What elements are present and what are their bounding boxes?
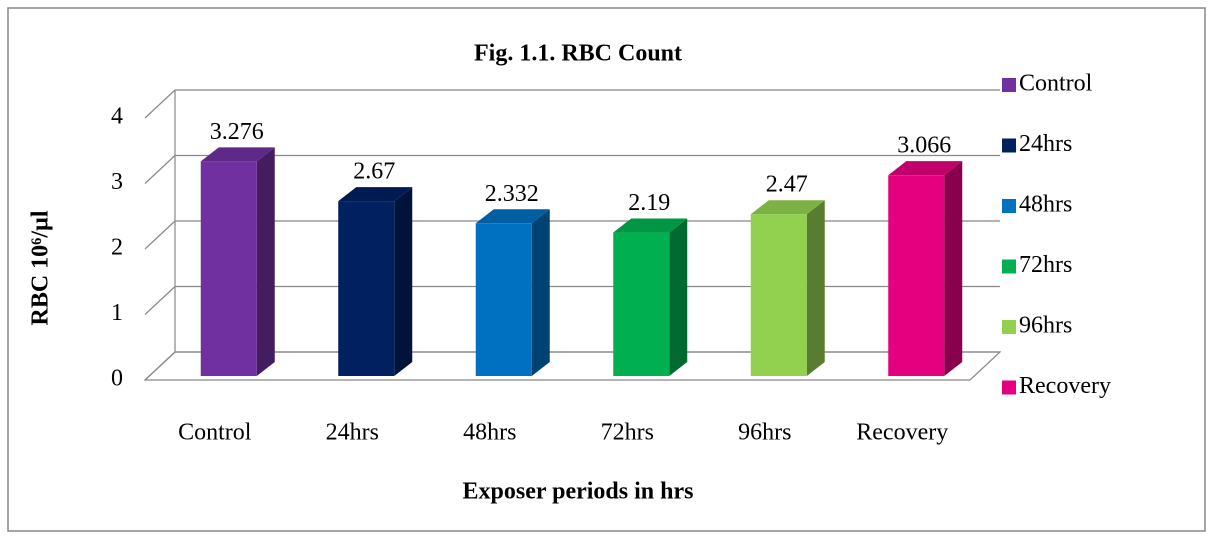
legend-label: 24hrs <box>1019 131 1072 157</box>
y-axis-title: RBC 10⁶/µl <box>28 210 54 325</box>
bar-top <box>613 218 688 233</box>
bar <box>750 214 807 376</box>
x-axis-title: Exposer periods in hrs <box>463 479 694 505</box>
bar-top <box>750 200 825 215</box>
grid-line <box>144 155 176 184</box>
bar-top <box>338 187 413 202</box>
x-tick-label: 96hrs <box>738 420 791 446</box>
bar-side <box>531 209 550 376</box>
y-tick-label: 0 <box>111 366 123 392</box>
legend-swatch <box>1002 259 1016 274</box>
x-tick-label: 72hrs <box>601 420 654 446</box>
bar-side <box>256 147 275 376</box>
bar-top <box>200 147 275 162</box>
y-tick-label: 2 <box>111 235 123 261</box>
x-tick-label: Recovery <box>856 420 948 446</box>
bar-side <box>944 161 963 376</box>
bar <box>888 175 945 376</box>
legend-label: Recovery <box>1019 373 1111 399</box>
legend-swatch <box>1002 380 1016 395</box>
x-tick-label: 24hrs <box>326 420 379 446</box>
bar <box>338 201 395 376</box>
legend-label: 96hrs <box>1019 313 1072 339</box>
bar-top <box>888 161 963 176</box>
legend-swatch <box>1002 199 1016 213</box>
bar <box>613 232 670 376</box>
data-label: 3.066 <box>897 133 951 159</box>
data-label: 2.332 <box>485 181 539 207</box>
x-tick-label: 48hrs <box>463 420 516 446</box>
grid-line <box>144 89 176 119</box>
bar-side <box>806 200 825 376</box>
legend-label: 72hrs <box>1019 252 1072 278</box>
grid-line <box>144 220 176 250</box>
data-label: 2.19 <box>628 190 670 216</box>
bar-side <box>669 218 688 376</box>
data-label: 2.67 <box>353 159 395 185</box>
legend-swatch <box>1002 78 1016 92</box>
legend-swatch <box>1002 320 1016 334</box>
data-label: 2.47 <box>766 172 808 198</box>
bar-side <box>394 187 413 376</box>
legend-label: Control <box>1019 71 1093 97</box>
x-tick-label: Control <box>178 420 252 446</box>
chart-title: Fig. 1.1. RBC Count <box>474 41 682 67</box>
grid-line <box>144 286 176 315</box>
legend-swatch <box>1002 138 1016 153</box>
bar-top <box>475 209 550 224</box>
bar <box>475 223 532 376</box>
y-tick-label: 4 <box>111 104 123 130</box>
y-tick-label: 3 <box>111 169 123 195</box>
legend-label: 48hrs <box>1019 192 1072 218</box>
data-label: 3.276 <box>210 119 264 145</box>
bar <box>200 161 257 376</box>
y-tick-label: 1 <box>111 300 123 326</box>
grid-line <box>144 351 176 381</box>
